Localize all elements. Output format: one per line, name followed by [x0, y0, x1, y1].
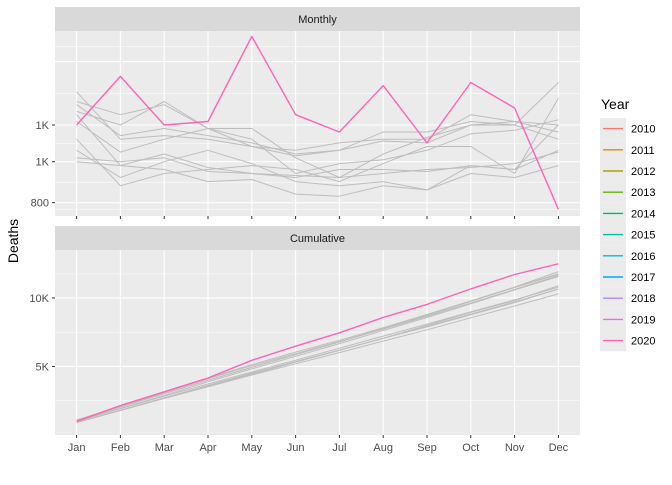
x-tick-label: Nov — [505, 442, 525, 454]
series-line-2020 — [76, 263, 559, 422]
y-tick-label: 5K — [36, 361, 50, 373]
series-line-2017 — [76, 124, 559, 191]
legend-item-2011: 2011 — [600, 139, 655, 161]
facet-strip-label: Cumulative — [290, 233, 345, 245]
y-tick-label: 800 — [31, 198, 49, 210]
facet-strip — [55, 7, 580, 31]
series-line-2016 — [76, 97, 559, 187]
facet-cumulative: Cumulative — [55, 226, 580, 435]
series-line-2013 — [76, 275, 559, 422]
series-line-2013 — [76, 101, 559, 174]
legend-item-2010: 2010 — [600, 118, 655, 140]
axes: 800 1K 1K 5K 10K Jan Feb Mar Apr May Jun Jul Aug Sep O… — [29, 120, 568, 454]
y-axis-label: Deaths — [5, 219, 21, 263]
facet-strip — [55, 226, 580, 250]
legend-item-2014: 2014 — [600, 202, 655, 224]
x-tick-label: Aug — [373, 442, 393, 454]
legend-item-label: 2016 — [631, 251, 655, 263]
series-line-2014 — [76, 151, 559, 178]
series-lines — [76, 35, 560, 210]
legend-item-label: 2019 — [631, 314, 655, 326]
legend-item-label: 2012 — [631, 166, 655, 178]
legend-item-label: 2013 — [631, 187, 655, 199]
y-tick-label: 10K — [29, 293, 49, 305]
series-line-2020 — [76, 35, 560, 210]
series-lines — [76, 263, 559, 424]
facet-strip-label: Monthly — [298, 14, 337, 26]
y-tick-label: 1K — [36, 157, 50, 169]
x-tick-label: Feb — [111, 442, 130, 454]
x-tick-label: Jun — [287, 442, 305, 454]
gridlines — [55, 250, 580, 435]
series-line-2019 — [76, 293, 559, 424]
series-line-2019 — [76, 161, 559, 197]
legend-item-label: 2018 — [631, 293, 655, 305]
legend-item-label: 2010 — [631, 124, 655, 136]
legend-title: Year — [601, 96, 630, 112]
panels: Monthly Cumulative — [55, 7, 580, 435]
x-tick-label: Jan — [68, 442, 86, 454]
x-tick-label: Mar — [155, 442, 174, 454]
y-tick-label: 1K — [36, 120, 50, 132]
legend-item-2019: 2019 — [600, 308, 655, 330]
x-tick-label: Sep — [417, 442, 437, 454]
series-line-2010 — [76, 121, 559, 157]
legend-item-2016: 2016 — [600, 245, 655, 267]
legend-item-label: 2020 — [631, 336, 655, 348]
legend-item-2020: 2020 — [600, 330, 655, 352]
legend-item-2015: 2015 — [600, 224, 655, 246]
series-line-2010 — [76, 276, 559, 422]
x-tick-label: Oct — [462, 442, 479, 454]
series-line-2015 — [76, 91, 559, 151]
x-tick-label: May — [241, 442, 262, 454]
legend-item-2013: 2013 — [600, 181, 655, 203]
legend-item-2018: 2018 — [600, 287, 655, 309]
x-tick-label: Apr — [199, 442, 216, 454]
series-line-2018 — [76, 82, 559, 178]
series-line-2011 — [76, 104, 559, 155]
legend-item-2017: 2017 — [600, 266, 655, 288]
legend-item-label: 2011 — [631, 145, 655, 157]
x-tick-label: Dec — [549, 442, 569, 454]
legend-item-2012: 2012 — [600, 160, 655, 182]
legend-item-label: 2017 — [631, 272, 655, 284]
legend: Year 2010 2011 2012 2013 2014 2015 2016 2017 201… — [600, 96, 655, 352]
x-tick-label: Jul — [332, 442, 346, 454]
legend-item-label: 2014 — [631, 208, 655, 220]
facet-monthly: Monthly — [55, 7, 580, 216]
legend-item-label: 2015 — [631, 230, 655, 242]
